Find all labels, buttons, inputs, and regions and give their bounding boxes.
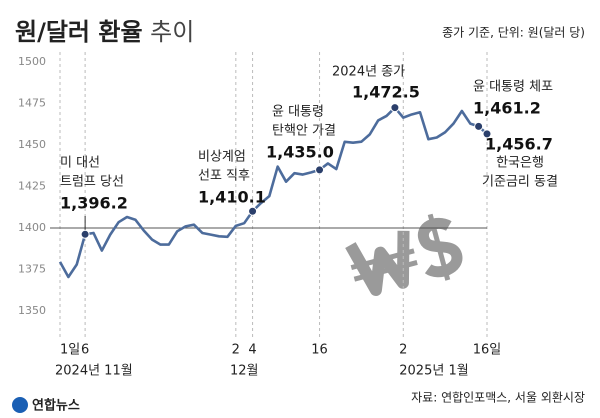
annotation: 윤 대통령 [272,105,324,120]
annotation: 트럼프 당선 [60,175,124,190]
value-label: 1,472.5 [352,83,420,102]
logo: 연합뉴스 [12,397,80,414]
title-main: 원/달러 환율 [15,18,143,46]
won-symbol [345,230,410,297]
series-line [58,106,488,279]
y-tick-label: 1475 [18,97,46,110]
y-tick-label: 1425 [18,180,46,193]
value-label: 1,461.2 [473,99,541,118]
month-label: 2024년 11월 [55,364,133,379]
x-tick-label: 1일 [60,343,80,358]
x-tick-label: 2 [399,343,407,358]
marker [80,229,90,239]
y-tick-label: 1400 [18,221,46,234]
month-label: 2025년 1월 [399,364,468,379]
marker [482,129,492,139]
dollar-bar [427,213,451,281]
x-tick-label: 6 [81,343,89,358]
currency-graphic [345,213,463,297]
marker [474,121,484,131]
value-label: 1,456.7 [485,135,553,154]
y-tick-label: 1450 [18,138,46,151]
annotation: 기준금리 동결 [482,175,558,190]
y-tick-label: 1350 [18,304,46,317]
won-bars [350,248,418,282]
annotation: 한국은행 [496,155,544,171]
chart-title: 원/달러 환율 추이 [15,18,194,46]
y-tick-label: 1375 [18,263,46,276]
annotation: 윤 대통령 체포 [473,80,553,95]
marker [315,165,325,175]
y-tick-label: 1500 [18,55,46,68]
logo-mark [12,397,28,413]
annotation: 2024년 종가 [332,65,405,80]
logo-text: 연합뉴스 [32,398,80,414]
x-tick-label: 2 [232,343,240,358]
annotation: 비상계엄 [198,150,246,165]
value-label: 1,410.1 [198,188,266,207]
annotation: 탄핵안 가결 [272,124,336,139]
annotation: 선포 직후 [198,169,250,184]
title-light: 추이 [150,18,194,46]
value-label: 1,396.2 [60,194,128,213]
marker [390,103,400,113]
x-tick-label: 16 [311,343,328,358]
value-label: 1,435.0 [266,143,334,162]
annotation: 미 대선 [60,156,100,171]
x-tick-label: 16일 [473,343,502,358]
month-label: 12월 [230,364,259,379]
x-tick-label: 4 [248,343,256,358]
subtitle: 종가 기준, 단위: 원(달러 당) [442,26,585,40]
source: 자료: 연합인포맥스, 서울 외환시장 [411,391,585,405]
marker [248,206,258,216]
